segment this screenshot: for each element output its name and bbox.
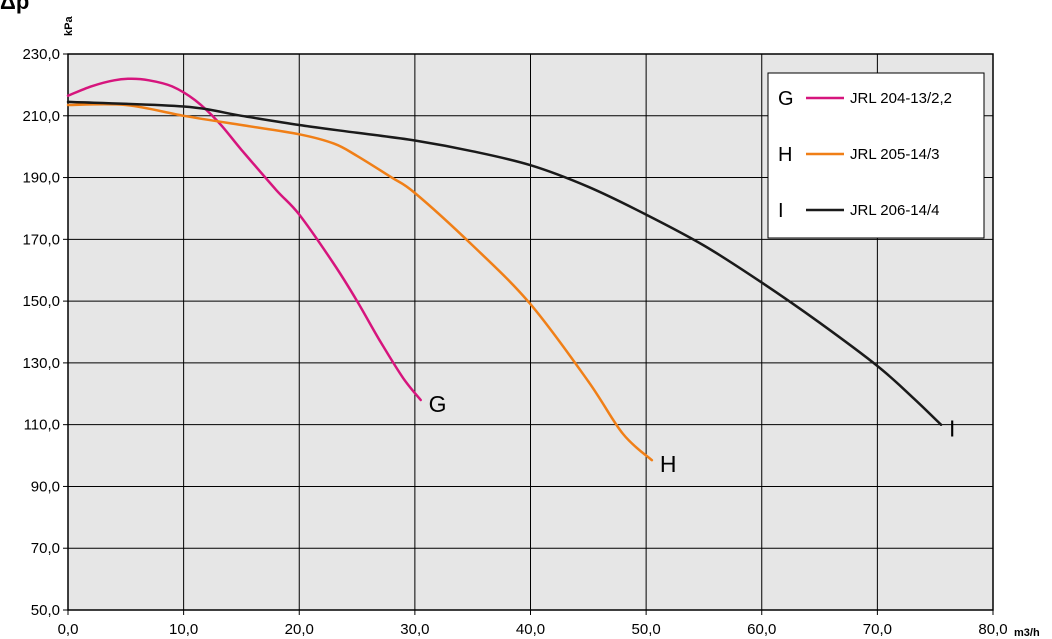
y-tick-label: 90,0 xyxy=(31,478,60,495)
x-tick-label: 80,0 xyxy=(978,621,1007,638)
curve-end-label-g: G xyxy=(429,391,447,417)
y-tick-label: 110,0 xyxy=(24,417,60,434)
series-group: G H I xyxy=(66,77,955,477)
legend-label: JRL 204-13/2,2 xyxy=(850,90,952,107)
y-tick-label: 50,0 xyxy=(31,602,60,619)
x-tick-label: 10,0 xyxy=(169,621,198,638)
y-tick-label: 230,0 xyxy=(22,46,60,63)
legend-letter: I xyxy=(778,200,784,222)
y-tick-label: 130,0 xyxy=(22,355,60,372)
y-tick-label: 70,0 xyxy=(31,540,60,557)
y-axis-ticks: 50,0 70,0 90,0 110,0 130,0 150,0 170,0 190,0 210… xyxy=(22,46,68,619)
legend: G JRL 204-13/2,2 H JRL 205-14/3 I JRL 206-14/… xyxy=(767,72,985,239)
y-tick-label: 210,0 xyxy=(22,108,60,125)
y-tick-label: 150,0 xyxy=(22,293,60,310)
legend-label: JRL 206-14/4 xyxy=(850,202,940,219)
curve-end-label-h: H xyxy=(660,451,677,477)
x-tick-label: 30,0 xyxy=(400,621,429,638)
x-axis-unit: m3/h xyxy=(1014,627,1040,639)
legend-letter: H xyxy=(778,144,792,166)
x-tick-label: 20,0 xyxy=(285,621,314,638)
y-tick-label: 190,0 xyxy=(22,170,60,187)
grid-lines xyxy=(68,54,993,610)
curve-end-label-i: I xyxy=(949,416,955,442)
legend-label: JRL 205-14/3 xyxy=(850,146,940,163)
x-tick-label: 60,0 xyxy=(747,621,776,638)
legend-box xyxy=(767,72,985,239)
chart-title: Δp xyxy=(0,0,29,14)
series-line-g xyxy=(66,77,422,402)
x-axis-ticks: 0,0 10,0 20,0 30,0 40,0 50,0 60,0 70,0 80,0 xyxy=(58,610,1008,638)
x-tick-label: 50,0 xyxy=(632,621,661,638)
y-tick-label: 170,0 xyxy=(22,231,60,248)
y-axis-unit: kPa xyxy=(63,16,75,36)
x-tick-label: 70,0 xyxy=(863,621,892,638)
series-line-i xyxy=(66,100,943,426)
legend-letter: G xyxy=(778,88,794,110)
x-tick-label: 0,0 xyxy=(58,621,79,638)
series-line-h xyxy=(66,102,654,462)
x-tick-label: 40,0 xyxy=(516,621,545,638)
